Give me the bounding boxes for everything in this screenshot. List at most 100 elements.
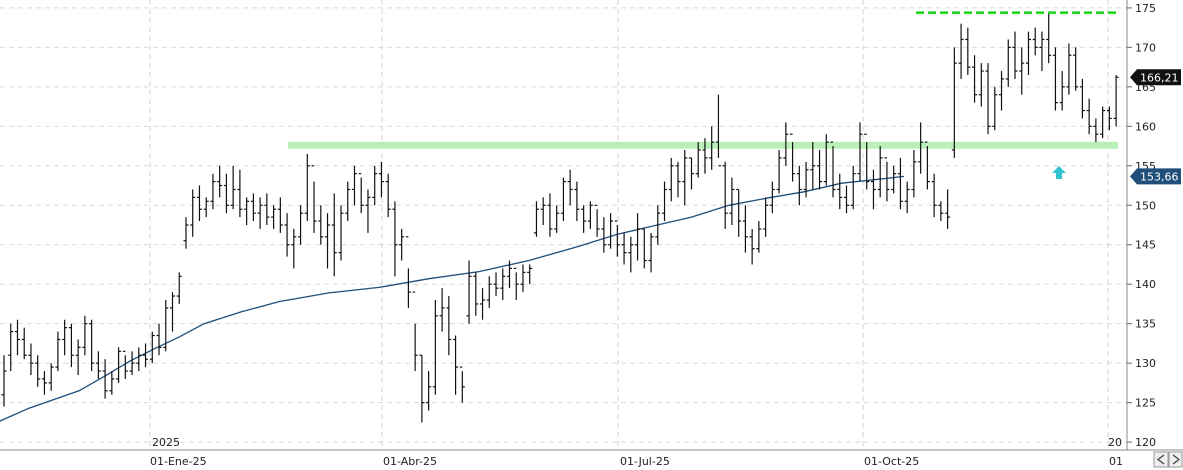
ohlc-bar	[1012, 31, 1018, 79]
ohlc-bar	[1066, 43, 1072, 95]
ohlc-bar	[729, 177, 735, 225]
ohlc-bar	[621, 232, 627, 265]
y-tick-label: 160	[1135, 120, 1156, 133]
y-tick-label: 175	[1135, 2, 1156, 15]
ohlc-bar	[257, 197, 263, 229]
ohlc-bar	[331, 193, 337, 277]
ohlc-bar	[520, 264, 526, 293]
ohlc-bar	[149, 331, 155, 364]
ohlc-bar	[877, 146, 883, 198]
ohlc-bar	[608, 213, 614, 249]
ohlc-bar	[884, 157, 890, 202]
ohlc-bar	[1046, 11, 1052, 64]
ohlc-bar	[567, 169, 573, 206]
y-tick-label: 145	[1135, 239, 1156, 252]
ohlc-bar	[1005, 39, 1011, 87]
ohlc-bar	[749, 228, 755, 265]
ohlc-bar	[217, 165, 223, 198]
last-price-label: 166,21	[1140, 71, 1179, 84]
ohlc-bar	[965, 27, 971, 75]
ohlc-bar	[223, 173, 229, 214]
ohlc-bar	[405, 236, 411, 308]
ohlc-bar	[830, 141, 836, 198]
ohlc-bar	[250, 193, 256, 222]
ohlc-bar	[641, 228, 647, 269]
ohlc-bar	[14, 319, 20, 356]
ohlc-bar	[196, 185, 202, 222]
ohlc-bar	[1113, 75, 1119, 127]
chart-grid	[0, 0, 1127, 450]
year-label-next: 20	[1108, 436, 1122, 449]
ohlc-bar	[924, 141, 930, 190]
ohlc-bar	[715, 94, 721, 167]
ohlc-bar	[547, 193, 553, 237]
ohlc-bar	[385, 173, 391, 218]
scroll-right-button[interactable]	[1168, 451, 1183, 468]
ohlc-bar	[459, 366, 465, 403]
ohlc-bar	[21, 327, 27, 360]
ohlc-bar	[574, 181, 580, 222]
ohlc-bar	[446, 296, 452, 356]
ohlc-bar	[203, 197, 209, 218]
ohlc-bar	[756, 221, 762, 253]
ohlc-bar	[581, 205, 587, 233]
ohlc-bar	[837, 173, 843, 210]
ohlc-bar	[823, 134, 829, 186]
price-bars-layer	[1, 11, 1119, 423]
ohlc-bar	[722, 161, 728, 229]
ohlc-bar	[904, 181, 910, 214]
ohlc-bar	[304, 153, 310, 222]
ohlc-bar	[554, 205, 560, 233]
chevron-left-icon	[1156, 454, 1165, 465]
ohlc-bar	[358, 173, 364, 214]
ohlc-bar	[688, 157, 694, 190]
ohlc-bar	[439, 288, 445, 332]
ohlc-bar	[325, 213, 331, 269]
ohlc-bar	[1079, 78, 1085, 119]
ohlc-bar	[1086, 98, 1092, 135]
date-label-oct: 01-Oct-25	[864, 455, 919, 468]
ohlc-bar	[783, 122, 789, 166]
ohlc-bar	[1039, 31, 1045, 72]
ohlc-bar	[136, 347, 142, 372]
ohlc-bar	[311, 165, 317, 233]
ohlc-bar	[810, 142, 816, 190]
y-axis-panel	[1127, 0, 1183, 450]
ohlc-bar	[122, 350, 128, 379]
date-label-apr: 01-Abr-25	[383, 455, 437, 468]
ohlc-bar	[1032, 27, 1038, 56]
ohlc-bar	[392, 201, 398, 277]
y-tick-label: 170	[1135, 41, 1156, 54]
ohlc-bar	[850, 165, 856, 210]
ohlc-bar	[527, 264, 533, 285]
scroll-left-button[interactable]	[1153, 451, 1169, 468]
ohlc-bar	[1052, 47, 1058, 111]
ohlc-bar	[1019, 47, 1025, 95]
ohlc-bar	[28, 343, 34, 375]
y-tick-label: 135	[1135, 318, 1156, 331]
ohlc-bar	[938, 201, 944, 222]
ohlc-bar	[695, 142, 701, 178]
x-axis-labels: 2025 20 01-Ene-25 01-Abr-25 01-Jul-25 01…	[150, 436, 1123, 468]
ohlc-bar	[648, 232, 654, 273]
ohlc-bar	[999, 71, 1005, 111]
ohlc-bar	[41, 371, 47, 395]
ohlc-bar	[264, 193, 270, 225]
ma-price-label: 153,66	[1140, 170, 1179, 183]
ohlc-bar	[709, 126, 715, 170]
ohlc-bar	[918, 122, 924, 174]
ohlc-bar	[763, 197, 769, 237]
ohlc-bar	[897, 157, 903, 210]
ohlc-bar	[507, 260, 512, 289]
ohlc-bar	[473, 272, 479, 316]
ohlc-bar	[1073, 47, 1079, 91]
ohlc-bar	[453, 335, 459, 395]
ohlc-bar	[82, 315, 88, 356]
ohlc-bar	[237, 169, 243, 218]
ohlc-bar	[372, 165, 378, 206]
ohlc-bar	[365, 189, 371, 233]
last-price-tag: 166,21	[1130, 69, 1181, 86]
ohlc-bar	[143, 343, 149, 368]
ohlc-bar	[1093, 118, 1099, 143]
